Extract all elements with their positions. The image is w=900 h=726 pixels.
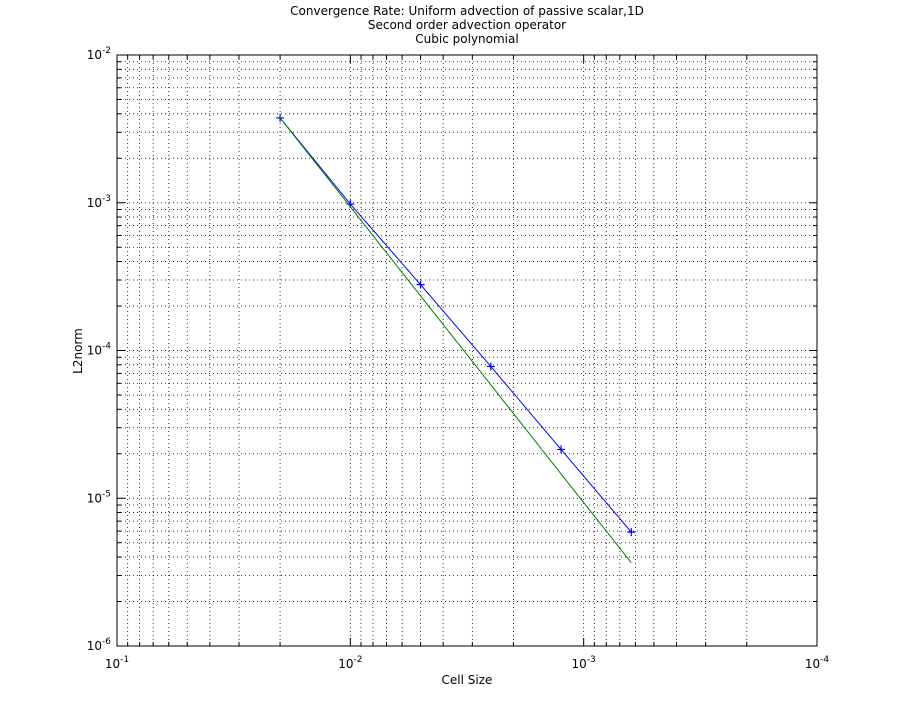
series-line — [279, 117, 632, 564]
x-tick-label: 10-4 — [805, 655, 830, 671]
x-axis-label: Cell Size — [442, 673, 493, 687]
chart-subtitle: Cubic polynomial — [415, 32, 518, 46]
chart-title: Convergence Rate: Uniform advection of p… — [290, 4, 644, 18]
y-tick-label: 10-6 — [87, 637, 112, 653]
x-tick-label: 10-3 — [572, 655, 596, 671]
x-tick-label: 10-2 — [338, 655, 362, 671]
point-marker — [416, 280, 425, 289]
y-tick-label: 10-2 — [87, 46, 111, 62]
y-tick-label: 10-3 — [87, 194, 111, 210]
point-marker — [557, 445, 566, 454]
y-axis-label: L2norm — [71, 328, 85, 374]
point-marker — [627, 528, 636, 537]
y-tick-label: 10-5 — [87, 489, 111, 505]
plot-frame — [116, 54, 818, 647]
x-tick-label: 10-1 — [105, 655, 129, 671]
chart-subtitle: Second order advection operator — [368, 18, 566, 32]
y-tick-label: 10-4 — [87, 342, 112, 358]
series-line — [279, 117, 632, 533]
point-marker — [486, 362, 495, 371]
